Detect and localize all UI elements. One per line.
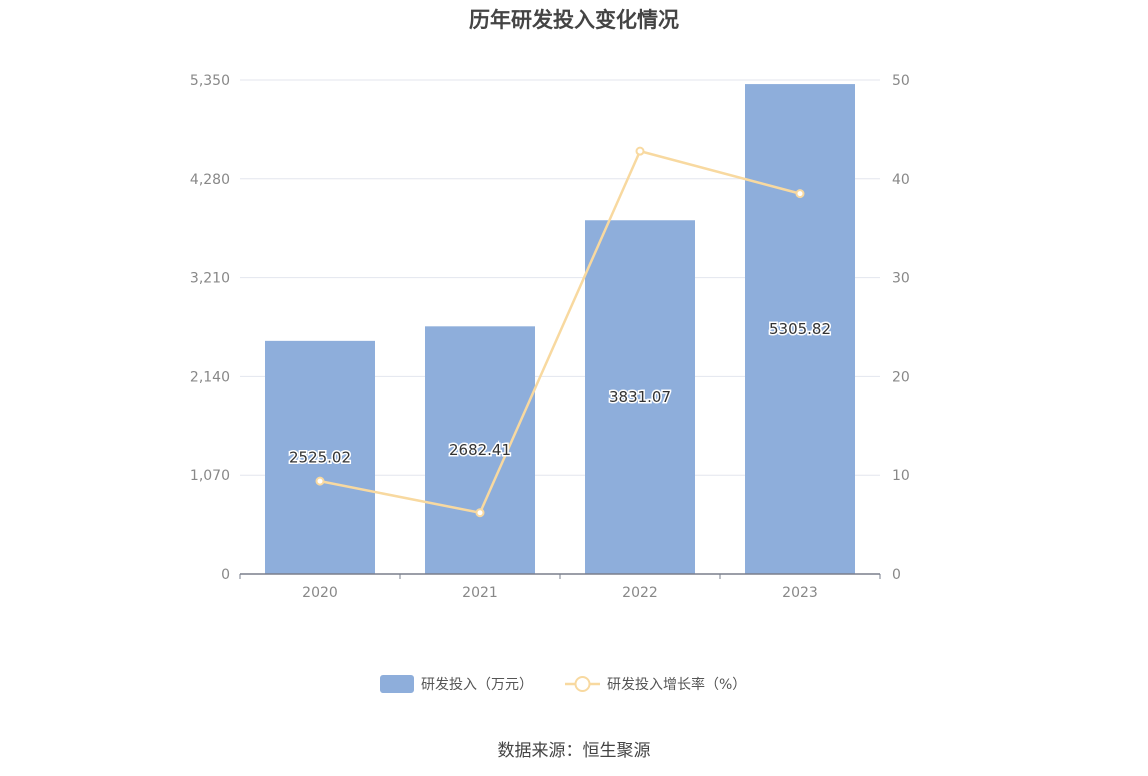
- y-right-tick-label: 30: [892, 271, 910, 287]
- y-right-tick-label: 50: [892, 73, 910, 89]
- x-tick-label: 2020: [302, 585, 338, 601]
- y-right-tick-label: 0: [892, 567, 901, 583]
- source-note: 数据来源：恒生聚源: [497, 741, 651, 761]
- legend-label-bar: 研发投入（万元）: [421, 677, 533, 693]
- legend-swatch-marker: [574, 676, 591, 692]
- y-left-tick-label: 3,210: [190, 271, 230, 287]
- x-tick-label: 2023: [782, 585, 818, 601]
- bar: [425, 326, 535, 574]
- growth-line: [319, 149, 801, 515]
- legend-swatch-bar: [380, 675, 414, 693]
- x-tick-label: 2022: [622, 585, 658, 601]
- y-right-tick-label: 10: [892, 468, 910, 484]
- y-left-tick-label: 5,350: [190, 73, 230, 89]
- y-left-tick-label: 0: [221, 567, 230, 583]
- y-right-tick-label: 20: [892, 369, 910, 385]
- bar-data-label: 3831.07: [609, 388, 671, 406]
- y-left-tick-label: 4,280: [190, 172, 230, 188]
- growth-point: [315, 476, 325, 486]
- growth-point: [795, 189, 805, 199]
- bar: [585, 220, 695, 574]
- bar-data-label: 5305.82: [769, 320, 831, 338]
- y-left-tick-label: 2,140: [190, 369, 230, 385]
- growth-point: [475, 508, 485, 518]
- y-left-tick-label: 1,070: [190, 468, 230, 484]
- bar-data-label: 2525.02: [289, 448, 351, 466]
- y-right-tick-label: 40: [892, 172, 910, 188]
- chart-title: 历年研发投入变化情况: [469, 8, 679, 32]
- growth-point: [635, 146, 645, 156]
- bar: [265, 340, 375, 574]
- bar: [745, 84, 855, 575]
- legend-label-line: 研发投入增长率（%）: [607, 676, 746, 693]
- x-tick-label: 2021: [462, 585, 498, 601]
- bar-data-label: 2682.41: [449, 441, 511, 459]
